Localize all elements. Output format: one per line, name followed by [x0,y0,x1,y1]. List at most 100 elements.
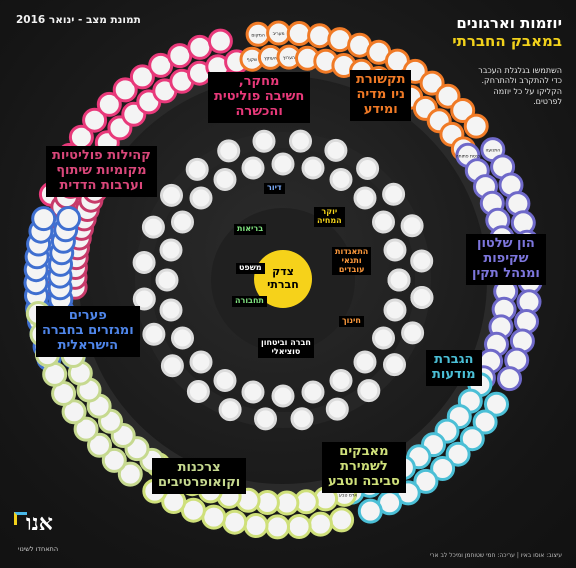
initiative-bubble[interactable] [218,398,242,422]
initiative-node-media[interactable]: מעריב [266,20,292,46]
initiative-bubble[interactable] [117,461,143,487]
initiative-node-inner[interactable] [132,287,156,311]
initiative-bubble[interactable] [187,34,213,60]
initiative-node-gaps[interactable] [56,206,82,231]
initiative-node-inner[interactable] [301,156,325,180]
initiative-bubble[interactable] [410,249,434,273]
initiative-bubble[interactable] [286,21,312,46]
initiative-node-awareness[interactable] [484,391,509,417]
initiative-bubble[interactable] [185,157,209,181]
initiative-bubble[interactable] [383,238,407,262]
initiative-node-inner[interactable] [159,298,183,322]
initiative-node-media[interactable] [286,21,312,46]
initiative-bubble[interactable] [56,206,82,231]
initiative-node-research[interactable] [207,28,233,54]
initiative-bubble[interactable] [459,426,485,452]
initiative-bubble[interactable] [96,91,122,117]
initiative-node-inner[interactable] [185,157,209,181]
initiative-bubble[interactable] [265,514,290,540]
initiative-node-inner[interactable] [383,353,406,377]
initiative-node-governance[interactable] [497,366,522,392]
initiative-bubble[interactable] [73,416,99,442]
initiative-bubble[interactable] [171,326,194,350]
initiative-bubble[interactable] [419,70,445,96]
initiative-bubble[interactable] [435,83,461,109]
initiative-node-awareness[interactable] [459,426,485,452]
initiative-node-environment[interactable] [222,509,248,535]
initiative-bubble[interactable] [450,98,476,123]
initiative-bubble[interactable] [387,268,411,292]
initiative-node-inner[interactable] [383,238,407,262]
initiative-bubble[interactable] [497,366,522,392]
topic-transport[interactable]: תחבורה [232,296,267,307]
initiative-bubble[interactable] [372,210,395,234]
initiative-bubble[interactable] [290,407,314,431]
initiative-bubble[interactable] [159,238,183,262]
initiative-node-gaps[interactable] [31,206,57,232]
initiative-node-inner[interactable] [241,156,265,180]
topic-employment[interactable]: התאגדות ותנאי עובדים [332,247,372,276]
initiative-bubble[interactable] [189,350,213,374]
category-governance[interactable]: הון שלטון שקיפות ומנהל תקין [466,234,546,285]
initiative-node-environment[interactable] [265,514,290,540]
initiative-bubble[interactable] [252,129,276,153]
initiative-node-media[interactable] [307,23,333,49]
initiative-node-coops[interactable] [87,432,112,458]
initiative-node-environment[interactable] [201,504,227,530]
initiative-node-awareness[interactable] [357,498,383,524]
initiative-bubble[interactable] [160,183,183,207]
initiative-bubble[interactable] [207,28,233,54]
initiative-bubble[interactable] [171,210,194,234]
initiative-node-inner[interactable] [213,168,237,191]
initiative-node-inner[interactable] [186,380,210,403]
topic-welfare[interactable]: חברה וביטחון סוציאלי [258,338,314,358]
initiative-bubble[interactable] [382,182,406,206]
category-coops[interactable]: צרכנות וקואופרטיבים [152,458,247,494]
initiative-node-inner[interactable] [160,183,183,207]
initiative-bubble[interactable] [329,507,355,533]
initiative-node-inner[interactable] [324,138,348,162]
initiative-bubble[interactable] [159,298,183,322]
initiative-bubble[interactable] [101,447,127,473]
initiative-node-research[interactable] [148,52,174,78]
initiative-node-inner[interactable] [271,384,295,408]
initiative-node-inner[interactable] [160,354,184,378]
category-media[interactable]: תקשורת ניו מדיה ומידע [350,70,412,121]
topic-health[interactable]: בריאות [234,224,267,235]
initiative-node-inner[interactable] [159,238,183,262]
initiative-node-inner[interactable] [387,268,411,292]
initiative-node-inner[interactable] [410,249,434,273]
initiative-bubble[interactable] [329,168,353,191]
initiative-node-coops[interactable] [101,447,127,473]
initiative-node-inner[interactable] [189,186,213,210]
initiative-bubble[interactable] [289,129,312,153]
initiative-bubble[interactable] [401,321,425,345]
initiative-node-inner[interactable] [401,321,425,345]
initiative-bubble[interactable] [61,399,87,425]
initiative-node-inner[interactable] [217,139,241,163]
initiative-bubble[interactable] [463,113,489,139]
center-social-justice[interactable]: צדק חברתי [254,250,312,308]
initiative-bubble[interactable] [445,441,471,467]
initiative-bubble[interactable] [357,498,383,524]
initiative-bubble[interactable] [189,186,213,210]
initiative-node-environment[interactable] [286,514,312,539]
initiative-bubble[interactable] [141,215,165,239]
initiative-bubble[interactable] [325,397,349,421]
initiative-node-research[interactable] [112,77,138,103]
category-communities[interactable]: קהילות פוליטיות מקומיות שיתוף וערבות הדד… [46,146,157,197]
logo-wordmark[interactable]: אנו [26,510,53,536]
initiative-bubble[interactable] [142,322,166,346]
initiative-node-coops[interactable] [61,399,87,425]
initiative-node-awareness[interactable] [472,409,498,435]
initiative-node-research[interactable] [96,91,122,117]
initiative-node-awareness[interactable] [445,441,471,467]
initiative-node-research[interactable] [82,107,108,133]
initiative-node-coops[interactable] [73,416,99,442]
initiative-bubble[interactable] [243,513,269,538]
topic-cost-of-living[interactable]: יוקר המחיה [314,207,345,227]
initiative-bubble[interactable] [353,186,377,210]
initiative-node-research[interactable] [187,34,213,60]
initiative-node-inner[interactable] [329,168,353,191]
initiative-node-inner[interactable] [357,379,381,403]
